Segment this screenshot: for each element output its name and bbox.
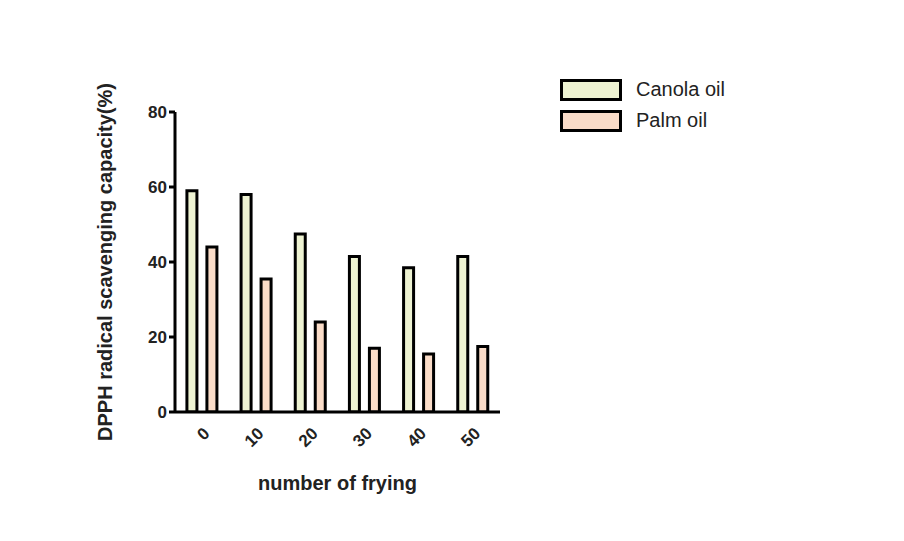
svg-text:50: 50 [457,424,484,451]
svg-text:0: 0 [193,424,213,444]
svg-text:60: 60 [148,178,167,197]
svg-text:10: 10 [241,424,268,451]
svg-text:30: 30 [349,424,376,451]
svg-text:number of frying: number of frying [258,472,417,494]
svg-text:20: 20 [148,328,167,347]
html-text:Canola oil: Canola oil [636,78,725,100]
svg-text:20: 20 [295,424,322,451]
svg-text:0: 0 [158,403,167,422]
svg-text:40: 40 [148,253,167,272]
svg-text:80: 80 [148,103,167,122]
html-text:Palm oil: Palm oil [636,109,708,131]
svg-text:40: 40 [403,424,430,451]
svg-text:DPPH radical scavenging capaci: DPPH radical scavenging capacity(%) [94,83,116,441]
